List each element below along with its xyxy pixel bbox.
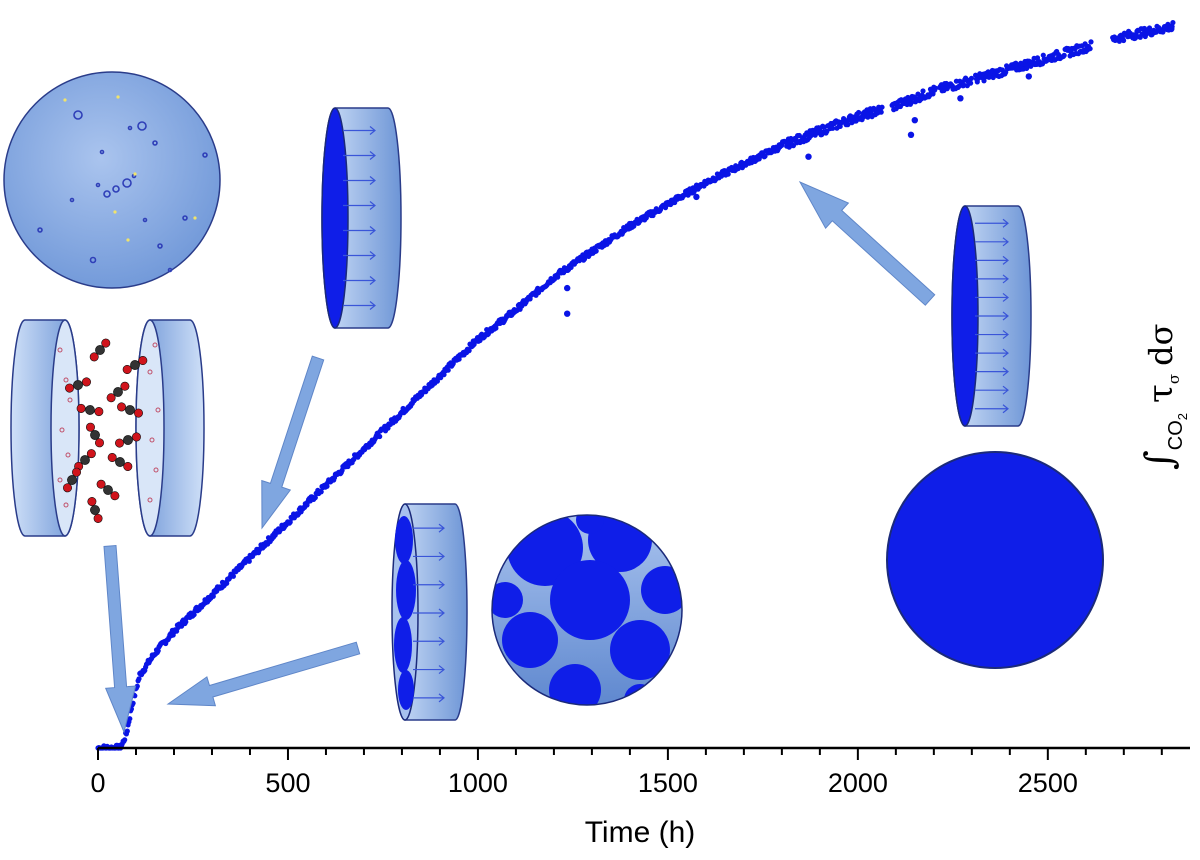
x-tick-label: 500	[265, 768, 310, 798]
data-point	[879, 104, 885, 110]
data-point	[930, 91, 936, 97]
arrow-icon	[103, 180, 936, 734]
data-point	[908, 100, 914, 106]
data-point	[441, 372, 447, 378]
data-point	[593, 248, 599, 254]
data-point	[224, 580, 230, 586]
partial-slab-icon	[391, 503, 468, 721]
co2-molecule-icon	[89, 338, 111, 362]
co2-molecule-icon	[63, 338, 148, 523]
data-point	[183, 619, 189, 625]
data-point	[837, 123, 843, 129]
data-point	[287, 519, 293, 525]
data-point	[1088, 39, 1094, 45]
data-point	[1170, 20, 1176, 26]
nucleation-disk-icon	[3, 71, 221, 289]
data-point	[911, 117, 918, 124]
co2-molecule-icon	[87, 497, 103, 523]
full-disk-icon	[886, 451, 1104, 669]
co2-molecule-icon	[96, 479, 120, 501]
x-tick-label: 2000	[828, 768, 888, 798]
data-point	[318, 489, 324, 495]
data-point	[377, 433, 383, 440]
data-point	[830, 125, 836, 131]
data-point	[324, 483, 330, 489]
data-point	[191, 612, 197, 618]
arrow-icon	[103, 544, 137, 734]
svg-text:∫CO2τσdσ: ∫CO2 τσ dσ	[1137, 324, 1190, 470]
data-point	[920, 88, 926, 94]
co2-molecule-icon	[122, 356, 148, 374]
data-point	[155, 648, 161, 654]
data-point	[136, 676, 142, 682]
co2-molecule-icon	[76, 403, 104, 417]
data-point	[762, 153, 768, 159]
data-point	[456, 356, 462, 362]
data-point	[1121, 37, 1127, 44]
transformed-slab-icon	[951, 205, 1032, 427]
data-point	[1087, 46, 1093, 52]
arrow-icon	[166, 641, 361, 707]
data-point	[127, 716, 133, 722]
data-point	[932, 85, 939, 91]
x-axis-title: Time (h)	[585, 816, 696, 849]
scatter-points	[95, 20, 1176, 751]
data-point	[210, 593, 216, 599]
data-point	[230, 573, 236, 579]
data-point	[1146, 25, 1153, 31]
porous-slab-icon	[10, 319, 205, 537]
y-label-tau-sub: σ	[1165, 374, 1183, 384]
y-label-tau: τ	[1141, 384, 1181, 403]
data-point	[725, 171, 731, 177]
data-point	[246, 558, 252, 564]
data-point	[957, 95, 964, 102]
y-label-co: CO	[1165, 420, 1187, 450]
data-point	[805, 153, 812, 160]
data-point	[445, 367, 451, 373]
data-point	[878, 109, 884, 115]
transformed-slab-icon	[321, 107, 402, 329]
arrow-icon	[261, 355, 325, 530]
data-point	[564, 284, 571, 292]
data-point	[568, 264, 574, 270]
co2-molecule-icon	[117, 402, 143, 418]
co2-molecule-icon	[107, 453, 133, 471]
data-point	[1061, 52, 1067, 59]
data-point	[968, 80, 974, 86]
co2-molecule-icon	[65, 377, 91, 393]
y-label-2: 2	[1175, 413, 1190, 420]
data-point	[466, 348, 472, 354]
co2-molecule-icon	[86, 422, 104, 448]
data-point	[845, 122, 851, 128]
co2-molecule-icon	[115, 432, 141, 448]
data-point	[312, 495, 318, 501]
data-point	[351, 456, 357, 462]
data-point	[124, 728, 130, 734]
x-axis: 0 500 1000 1500 2000 2500	[90, 746, 1190, 798]
data-point	[981, 78, 987, 84]
data-point	[856, 109, 862, 116]
data-point	[122, 737, 128, 743]
data-point	[564, 310, 571, 317]
co2-molecule-icon	[106, 381, 130, 403]
data-point	[634, 219, 641, 226]
y-label-dsigma: dσ	[1142, 324, 1180, 366]
x-tick-label: 0	[90, 768, 105, 798]
arrow-icon	[798, 180, 936, 306]
y-label-integral: ∫	[1137, 450, 1181, 470]
data-point	[968, 75, 975, 81]
x-tick-label: 1500	[638, 768, 698, 798]
data-point	[907, 131, 915, 138]
co2-molecule-icon	[63, 467, 81, 493]
x-tick-label: 2500	[1018, 768, 1078, 798]
x-tick-label: 1000	[448, 768, 508, 798]
data-point	[134, 683, 140, 689]
y-axis-title: ∫CO2 τσ dσ	[1137, 324, 1190, 470]
data-point	[1025, 73, 1033, 80]
partial-disk-icon	[491, 514, 683, 706]
data-point	[1168, 25, 1175, 33]
data-point	[693, 193, 700, 201]
